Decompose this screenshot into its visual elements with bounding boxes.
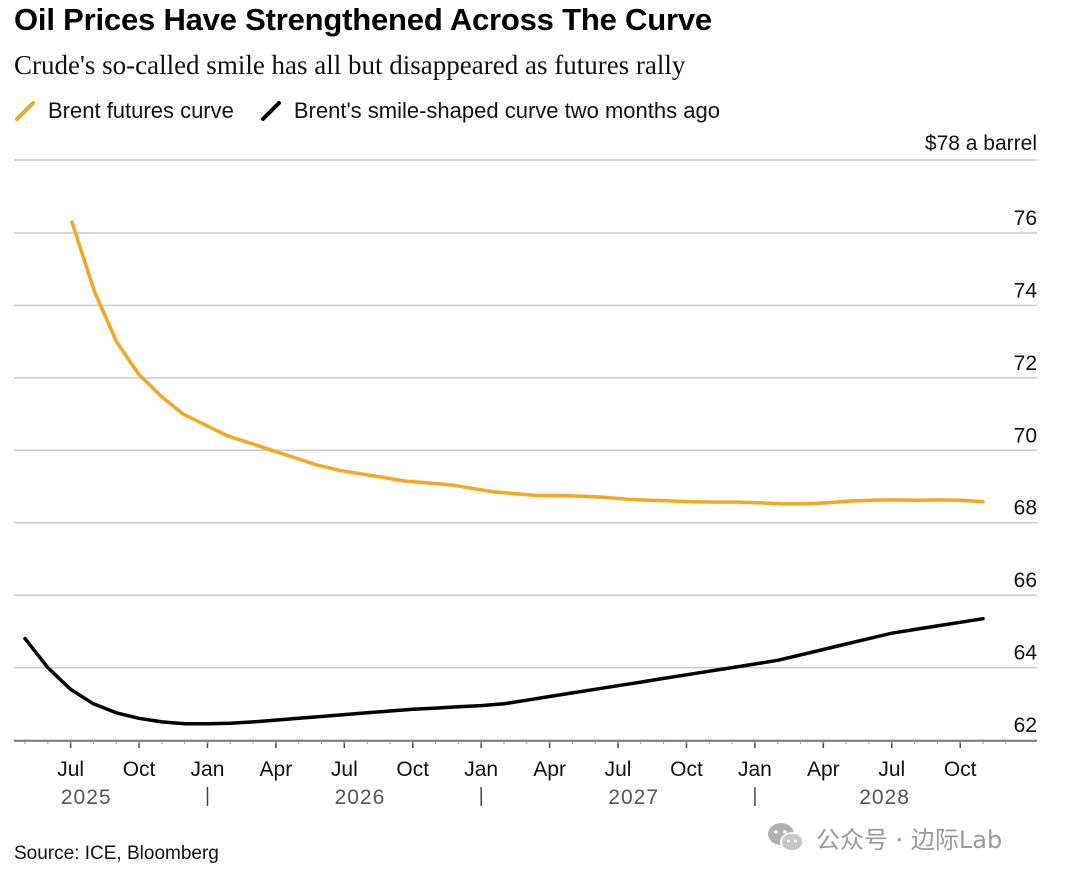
legend-label-two-months-ago: Brent's smile-shaped curve two months ag…	[293, 98, 720, 123]
series-line-two-months-ago	[23, 616, 985, 726]
x-tick-label: Apr	[260, 758, 293, 781]
y-tick-label: 64	[1014, 642, 1038, 665]
year-label: 2028	[859, 786, 910, 809]
chart-title: Oil Prices Have Strengthened Across The …	[14, 2, 712, 37]
legend: Brent futures curve Brent's smile-shaped…	[14, 96, 746, 126]
legend-swatch-orange	[15, 101, 35, 121]
x-tick-label: Oct	[396, 758, 429, 781]
y-tick-label: 72	[1014, 352, 1037, 375]
x-tick-label: Jan	[738, 758, 772, 781]
year-label: 2025	[61, 786, 112, 809]
x-tick-label: Jan	[191, 758, 225, 781]
grid-lines	[14, 159, 1037, 741]
y-tick-label: 68	[1014, 497, 1037, 520]
legend-swatch-black	[260, 101, 281, 121]
wechat-icon	[768, 822, 804, 852]
x-axis: Jul Oct Jan Apr Jul Oct Jan Apr Jul Oct Jan Apr Jul O…	[14, 740, 1037, 809]
y-axis-unit: $78 a barrel	[925, 132, 1037, 155]
watermark: 公众号 · 边际Lab	[766, 820, 1002, 855]
source-note: Source: ICE, Bloomberg	[14, 843, 219, 864]
x-tick-label: Jan	[464, 758, 498, 781]
y-tick-label: 62	[1014, 714, 1037, 737]
series-line-brent-futures	[70, 220, 985, 506]
y-axis-labels: 62 64 66 68 70 72 74 76	[1014, 207, 1038, 737]
x-tick-label: Apr	[533, 758, 566, 781]
year-label: 2027	[608, 786, 659, 809]
legend-item-brent-futures: Brent futures curve	[14, 98, 234, 124]
x-tick-label: Jul	[878, 758, 905, 781]
legend-item-two-months-ago: Brent's smile-shaped curve two months ag…	[260, 98, 720, 124]
watermark-text: 公众号 · 边际Lab	[816, 826, 1003, 854]
x-tick-label: Jul	[605, 758, 632, 781]
legend-label-brent-futures: Brent futures curve	[48, 98, 234, 123]
x-tick-label: Oct	[123, 758, 156, 781]
x-tick-label: Oct	[944, 758, 977, 781]
series-lines	[23, 220, 985, 726]
y-axis-unit-label: $78 a barrel	[925, 132, 1037, 155]
y-tick-label: 66	[1014, 569, 1037, 592]
x-tick-label: Apr	[807, 758, 840, 781]
x-tick-label: Jul	[57, 758, 84, 781]
x-tick-label: Jul	[331, 758, 358, 781]
chart-subtitle: Crude's so-called smile has all but disa…	[14, 50, 686, 80]
x-tick-label: Oct	[670, 758, 703, 781]
y-tick-label: 70	[1014, 424, 1037, 447]
y-tick-label: 74	[1014, 279, 1038, 302]
y-tick-label: 76	[1014, 207, 1037, 230]
year-label: 2026	[335, 786, 386, 809]
